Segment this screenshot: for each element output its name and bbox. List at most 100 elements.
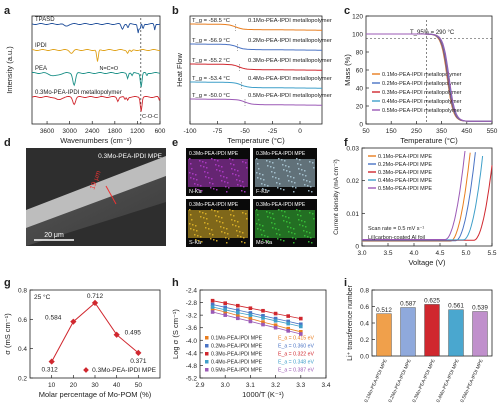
legend-label: 0.3Mo-PEA-IPDI MPE (211, 352, 263, 358)
fit-line (212, 300, 301, 319)
series-label: 0.5Mo-PEA-IPDI metallopolymer (248, 93, 332, 99)
data-point (273, 323, 278, 327)
eds-pixel (213, 239, 215, 241)
x-tick-label: 50 (362, 128, 370, 135)
eds-pixel (241, 190, 243, 192)
eds-element-label: Mo-Ka (256, 240, 273, 246)
fit-line (212, 311, 301, 335)
x-tick-label: 600 (155, 128, 166, 135)
series-line (31, 49, 160, 62)
y-tick-label: -2.8 (186, 300, 198, 307)
y-tick-label: 0.8 (360, 288, 369, 295)
x-tick-label: 5.5 (487, 250, 496, 257)
x-axis-label: Molar percentage of Mo-POM (%) (39, 390, 152, 399)
eds-pixel (293, 191, 295, 193)
eds-signal (255, 159, 315, 187)
legend-label: 0.1Mo-PEA-IPDI MPE (378, 154, 432, 160)
eds-pixel (201, 241, 203, 243)
x-tick-label: 1800 (108, 128, 123, 135)
x-tick-label: -100 (183, 128, 196, 135)
y-tick-label: 0.2 (18, 376, 27, 383)
y-tick-label: -4.8 (186, 363, 198, 370)
y-tick-label: -4.0 (186, 338, 198, 345)
fit-line (212, 304, 301, 325)
data-point (236, 313, 240, 318)
y-tick-label: 0.0 (360, 354, 369, 361)
eds-pixel (216, 240, 218, 242)
data-point (286, 319, 290, 324)
eds-element-label: N-Ka (189, 189, 202, 195)
y-tick-label: 0.01 (346, 211, 359, 218)
eds-pixel (295, 238, 297, 240)
eds-pixel (293, 242, 295, 244)
y-tick-label: 40 (356, 86, 364, 93)
x-tick-label: 0 (298, 128, 302, 135)
data-point (273, 316, 278, 321)
x-tick-label: -25 (268, 128, 278, 135)
data-point (299, 330, 303, 334)
eds-pixel (295, 187, 297, 189)
legend-swatch (83, 367, 89, 373)
data-point (210, 307, 215, 311)
panel-letter-i: i (344, 277, 347, 289)
ea-label: E_a = 0.360 eV (278, 344, 314, 350)
eds-sample-label: 0.3Mo-PEA-IPDI MPE (189, 202, 239, 208)
legend-swatch (205, 368, 209, 372)
data-label: 0.625 (424, 297, 440, 304)
annotation: C-O-C (142, 114, 158, 120)
plot-frame (31, 15, 161, 125)
bar (448, 309, 464, 357)
data-point (48, 358, 55, 365)
eds-pixel (195, 188, 197, 190)
x-tick-label: 4.0 (409, 250, 418, 257)
x-tick-label: 250 (411, 128, 422, 135)
eds-pixel (311, 242, 313, 244)
eds-pixel (211, 158, 213, 160)
data-point (236, 316, 240, 321)
eds-sample-label: 0.3Mo-PEA-IPDI MPE (256, 151, 306, 157)
thickness-arrow (105, 185, 117, 205)
x-tick-label: 3600 (40, 128, 55, 135)
y-tick-label: 80 (356, 50, 364, 57)
x-tick-label: 3.5 (383, 250, 392, 257)
eds-pixel (283, 189, 285, 191)
x-axis-label: Temperature (°C) (400, 136, 458, 145)
annotation: 25 °C (34, 293, 51, 301)
x-tick-label: 450 (461, 128, 472, 135)
eds-pixel (265, 189, 267, 191)
x-tick-label: 3.3 (296, 382, 305, 389)
annotation: Scan rate = 0.5 mV s⁻¹ (368, 226, 424, 232)
data-point (248, 313, 253, 317)
eds-pixel (189, 158, 191, 160)
series-label: 0.3Mo-PEA-IPDI metallopolymer (35, 90, 122, 96)
y-axis-label: σ (mS cm⁻¹) (3, 313, 12, 355)
legend-label: 0.1Mo-PEA-IPDI metallopolymer (382, 72, 462, 78)
data-point (299, 316, 303, 321)
data-point (261, 308, 265, 313)
data-point (286, 321, 290, 326)
x-tick-label: 1200 (130, 128, 145, 135)
tg-label: T_g = -55.2 °C (192, 58, 230, 64)
eds-pixel (244, 191, 246, 193)
panel-letter-h: h (172, 277, 179, 289)
tg-label: T_g = -50.0 °C (192, 93, 230, 99)
data-point (248, 319, 253, 324)
eds-pixel (311, 191, 313, 193)
data-point (210, 298, 215, 303)
y-tick-label: 0.2 (360, 337, 369, 344)
panel-letter-g: g (4, 277, 11, 289)
data-point (223, 305, 227, 310)
data-label: 0.539 (472, 305, 488, 312)
y-tick-label: 60 (356, 68, 364, 75)
data-label: 0.495 (125, 330, 142, 337)
y-axis-label: Mass (%) (343, 54, 352, 86)
legend-label: 0.3Mo-PEA-IPDI metallopolymer (382, 90, 462, 96)
eds-pixel (296, 158, 298, 160)
y-tick-label: 0.4 (360, 321, 369, 328)
legend-label: 0.3Mo-PEA-IPDI MPE (92, 367, 157, 374)
x-tick-label: 20 (70, 382, 78, 389)
panel-letter-f: f (344, 137, 348, 149)
eds-element-label: F-Ka (256, 189, 269, 195)
legend-label: 0.5Mo-PEA-IPDI MPE (211, 368, 263, 374)
series-line (31, 72, 161, 88)
